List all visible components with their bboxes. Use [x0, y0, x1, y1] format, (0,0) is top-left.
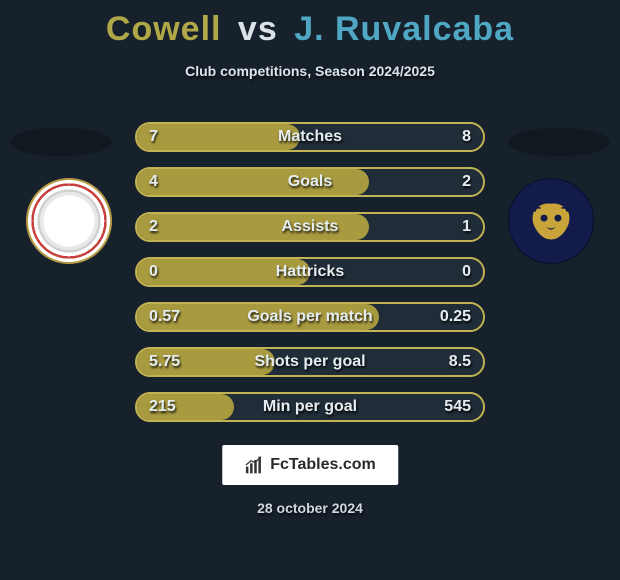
- stat-label: Shots per goal: [137, 353, 483, 371]
- comparison-title: Cowell vs J. Ruvalcaba: [0, 0, 620, 49]
- club-logo-right: [508, 178, 594, 264]
- pumas-face-icon: [522, 192, 580, 250]
- stat-row: 0.570.25Goals per match: [135, 302, 485, 332]
- stat-label: Goals: [137, 173, 483, 191]
- stat-row: 5.758.5Shots per goal: [135, 347, 485, 377]
- brand-badge: FcTables.com: [222, 445, 398, 485]
- stat-row: 215545Min per goal: [135, 392, 485, 422]
- footer-date: 28 october 2024: [0, 500, 620, 516]
- comparison-container: Cowell vs J. Ruvalcaba Club competitions…: [0, 0, 620, 580]
- stat-label: Assists: [137, 218, 483, 236]
- brand-text: FcTables.com: [270, 456, 376, 474]
- vs-separator: vs: [238, 10, 278, 48]
- stat-label: Min per goal: [137, 398, 483, 416]
- stat-row: 00Hattricks: [135, 257, 485, 287]
- player2-ellipse: [508, 127, 610, 157]
- chart-icon: [244, 455, 264, 475]
- player2-name: J. Ruvalcaba: [294, 10, 514, 48]
- player1-name: Cowell: [106, 10, 222, 48]
- player1-ellipse: [10, 127, 112, 157]
- stat-label: Hattricks: [137, 263, 483, 281]
- stats-panel: 78Matches 42Goals 21Assists 00Hattricks 0.57…: [135, 122, 485, 437]
- club-logo-left: [26, 178, 112, 264]
- stat-row: 78Matches: [135, 122, 485, 152]
- stat-row: 21Assists: [135, 212, 485, 242]
- stat-row: 42Goals: [135, 167, 485, 197]
- stat-label: Goals per match: [137, 308, 483, 326]
- subtitle: Club competitions, Season 2024/2025: [0, 63, 620, 79]
- stat-label: Matches: [137, 128, 483, 146]
